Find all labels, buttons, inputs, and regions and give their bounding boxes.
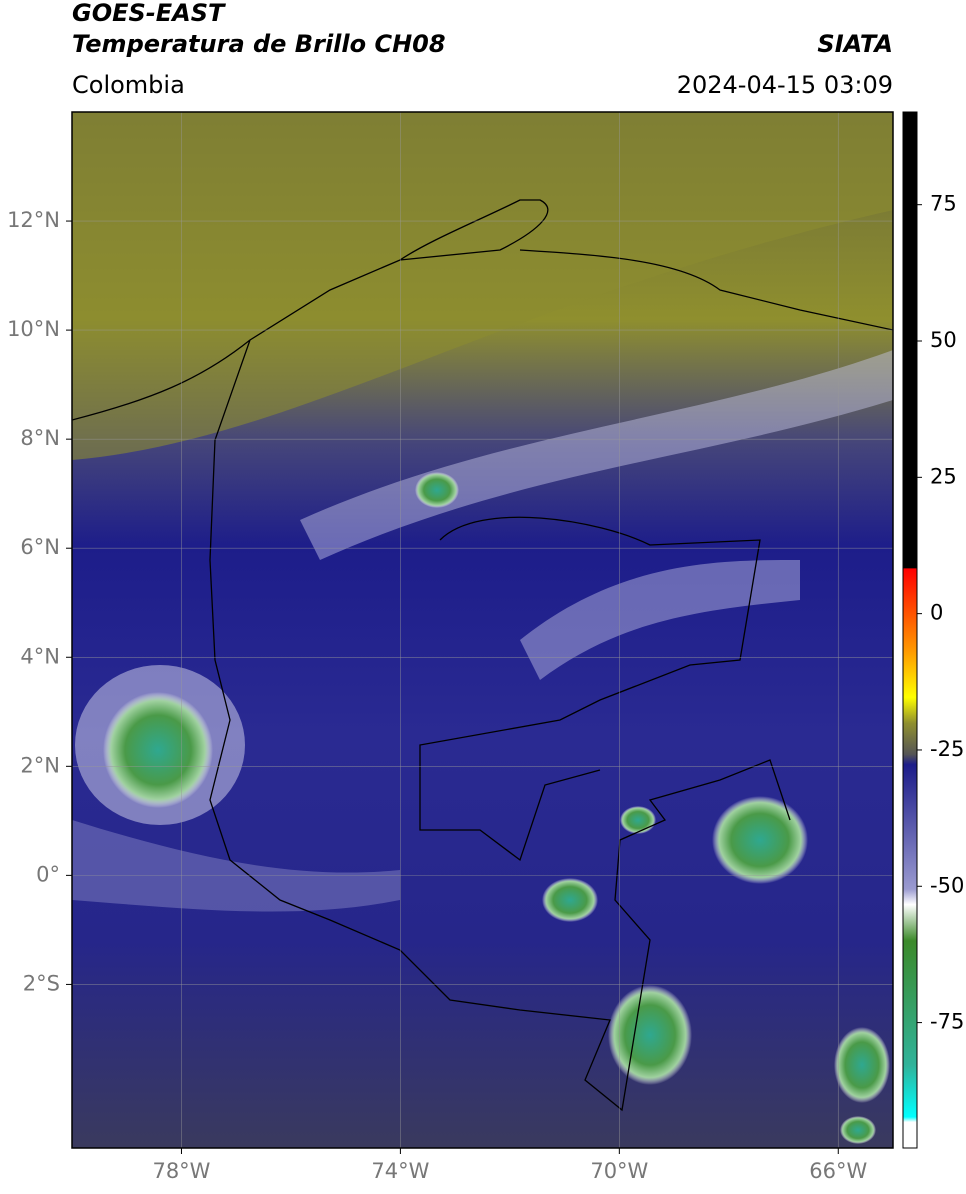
y-tick-label: 12°N [7, 208, 60, 232]
convective-cell [103, 692, 213, 808]
colorbar [902, 111, 918, 1149]
colorbar-tick-label: 75 [930, 192, 957, 216]
region: Colombia [72, 71, 185, 99]
source: SIATA [817, 30, 893, 58]
convective-cell [840, 1116, 876, 1144]
datetime: 2024-04-15 03:09 [677, 71, 893, 99]
y-tick-label: 8°N [20, 426, 60, 450]
convective-cell [834, 1027, 890, 1103]
grid [72, 112, 893, 1148]
y-tick-label: 10°N [7, 317, 60, 341]
convective-cell [712, 796, 808, 884]
convective-cell [542, 878, 598, 922]
colorbar-tick-label: -50 [930, 873, 964, 897]
x-tick-label: 66°W [809, 1159, 867, 1183]
y-tick-label: 2°N [20, 753, 60, 777]
cloud-band [300, 350, 893, 560]
y-tick-label: 4°N [20, 644, 60, 668]
borders [72, 199, 893, 1112]
colorbar-tick-label: -75 [930, 1010, 964, 1034]
satellite-image [72, 112, 893, 1148]
cloud-band [72, 820, 400, 912]
x-tick-label: 78°W [152, 1159, 210, 1183]
convective-cell [415, 472, 459, 508]
x-tick-label: 70°W [590, 1159, 648, 1183]
plot-frame [71, 111, 894, 1149]
colorbar-tick-label: 50 [930, 328, 957, 352]
y-tick-label: 6°N [20, 535, 60, 559]
title: GOES-EAST [72, 0, 226, 27]
colorbar-tick-label: -25 [930, 737, 964, 761]
x-tick-label: 74°W [371, 1159, 429, 1183]
subtitle: Temperatura de Brillo CH08 [72, 30, 446, 58]
dry-zone [72, 112, 893, 460]
y-tick-label: 2°S [23, 971, 60, 995]
colorbar-tick-label: 0 [930, 601, 943, 625]
cloud-band [520, 560, 800, 680]
y-tick-label: 0° [36, 862, 60, 886]
colorbar-tick-label: 25 [930, 464, 957, 488]
convective-cell [608, 985, 692, 1085]
convective-cell [620, 806, 656, 834]
